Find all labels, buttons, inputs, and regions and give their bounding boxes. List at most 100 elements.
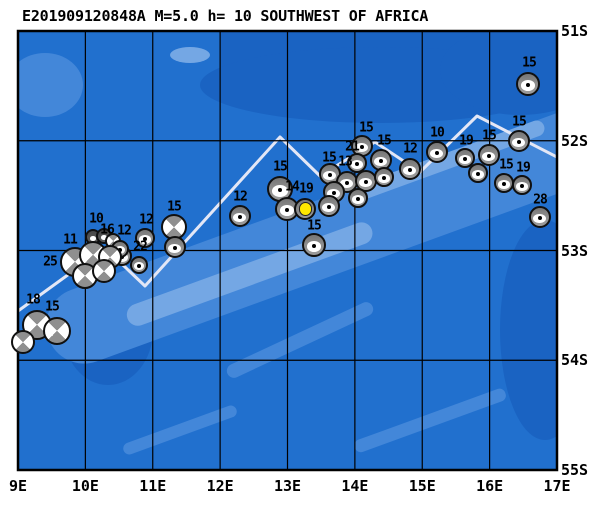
pressure-axis-dot xyxy=(517,140,521,145)
y-axis-tick-label: 51S xyxy=(561,22,589,40)
focal-mechanism-ball xyxy=(468,163,488,183)
pressure-axis-dot xyxy=(356,196,360,201)
focal-mechanism-ball xyxy=(92,259,116,283)
pressure-axis-dot xyxy=(476,171,480,176)
focal-mechanism-ball xyxy=(529,206,551,228)
compression-quadrant xyxy=(100,235,108,240)
pressure-axis-dot xyxy=(379,159,383,164)
x-axis-tick-label: 14E xyxy=(341,477,369,495)
focal-mechanism-ball xyxy=(455,148,475,168)
depth-label: 10 xyxy=(430,125,445,141)
pressure-axis-dot xyxy=(364,180,368,185)
depth-label: 12 xyxy=(233,189,248,205)
pressure-axis-dot xyxy=(143,236,147,241)
depth-label: 15 xyxy=(512,114,527,130)
depth-label: 18 xyxy=(26,292,41,308)
x-axis-tick-label: 13E xyxy=(273,477,302,495)
depth-label: 14 xyxy=(285,179,300,195)
pressure-axis-dot xyxy=(463,156,467,161)
focal-mechanism-ball xyxy=(512,175,532,195)
pressure-axis-dot xyxy=(312,244,316,249)
depth-label: 13 xyxy=(338,154,353,170)
focal-mechanism-ball xyxy=(508,130,530,152)
focal-mechanism-ball xyxy=(130,256,148,274)
depth-label: 15 xyxy=(45,299,60,315)
depth-label: 15 xyxy=(359,120,374,136)
focal-mechanism-ball xyxy=(399,158,421,180)
depth-label: 15 xyxy=(377,133,392,149)
bathymetry-patch xyxy=(354,388,506,453)
bathymetry-patch xyxy=(170,47,210,63)
focal-mechanism-ball xyxy=(161,214,187,240)
pressure-axis-dot xyxy=(238,215,242,220)
pressure-axis-dot xyxy=(328,173,332,178)
x-axis-tick-label: 11E xyxy=(139,477,167,495)
pressure-axis-dot xyxy=(345,181,349,186)
y-axis-tick-label: 54S xyxy=(561,351,589,370)
pressure-axis-dot xyxy=(355,161,359,166)
depth-label: 12 xyxy=(403,141,418,157)
depth-label: 15 xyxy=(499,157,514,173)
depth-label: 19 xyxy=(299,181,314,197)
depth-label: 15 xyxy=(322,150,337,166)
pressure-axis-dot xyxy=(435,151,439,156)
depth-label: 21 xyxy=(345,139,360,155)
x-axis-tick-label: 10E xyxy=(71,477,99,495)
y-axis-tick-label: 52S xyxy=(561,131,589,150)
focal-mechanism-ball xyxy=(478,144,500,166)
x-axis-tick-label: 9E xyxy=(8,477,28,495)
pressure-axis-dot xyxy=(382,175,386,180)
depth-label: 12 xyxy=(117,223,132,239)
depth-label: 15 xyxy=(522,55,537,71)
bathymetry-patch xyxy=(123,405,237,455)
grid-lines xyxy=(18,31,557,470)
depth-label: 28 xyxy=(533,192,548,208)
focal-mechanism-ball xyxy=(516,72,540,96)
pressure-axis-dot xyxy=(173,246,177,251)
focal-mechanism-ball xyxy=(348,188,368,208)
pressure-axis-dot xyxy=(278,188,282,193)
highlighted-event-ball xyxy=(294,198,316,220)
y-axis-tick-label: 55S xyxy=(561,461,589,479)
pressure-axis-dot xyxy=(332,191,336,196)
bathymetry-patch xyxy=(226,302,374,378)
pressure-axis-dot xyxy=(408,168,412,173)
depth-label: 19 xyxy=(459,133,474,149)
y-axis-tick-label: 53S xyxy=(561,241,589,260)
depth-label: 19 xyxy=(516,160,531,176)
pressure-axis-dot xyxy=(487,154,491,159)
pressure-axis-dot xyxy=(285,208,289,213)
compression-quadrant xyxy=(89,236,97,241)
bathymetry-patch xyxy=(18,53,83,117)
pressure-axis-dot xyxy=(538,216,542,221)
focal-mechanism-ball xyxy=(43,317,71,345)
focal-mechanism-ball xyxy=(374,167,394,187)
depth-label: 25 xyxy=(43,254,58,270)
focal-mechanism-ball xyxy=(494,173,514,193)
depth-label: 16 xyxy=(100,222,115,238)
map-frame xyxy=(16,29,559,472)
focal-mechanism-ball xyxy=(318,195,340,217)
depth-label: 10 xyxy=(89,211,104,227)
focal-mechanism-ball xyxy=(426,141,448,163)
focal-mechanism-ball xyxy=(370,149,392,171)
x-axis-tick-label: 16E xyxy=(476,477,504,495)
plot-title: E201909120848A M=5.0 h= 10 SOUTHWEST OF … xyxy=(22,7,429,25)
x-axis-tick-label: 15E xyxy=(408,477,436,495)
depth-label: 22 xyxy=(133,239,148,255)
depth-label: 11 xyxy=(63,232,78,248)
depth-label: 15 xyxy=(482,128,497,144)
x-axis-tick-label: 12E xyxy=(206,477,234,495)
depth-label: 15 xyxy=(273,159,288,175)
x-axis-tick-label: 17E xyxy=(543,477,571,495)
pressure-axis-dot xyxy=(520,183,524,188)
focal-mechanism-ball xyxy=(164,236,186,258)
pressure-axis-dot xyxy=(526,83,530,88)
depth-label: 15 xyxy=(307,218,322,234)
pressure-axis-dot xyxy=(360,145,364,150)
bathymetry-patch xyxy=(500,220,557,440)
highlight-core xyxy=(298,202,313,216)
pressure-axis-dot xyxy=(327,205,331,210)
focal-mechanism-ball xyxy=(135,228,155,248)
pressure-axis-dot xyxy=(137,263,141,268)
